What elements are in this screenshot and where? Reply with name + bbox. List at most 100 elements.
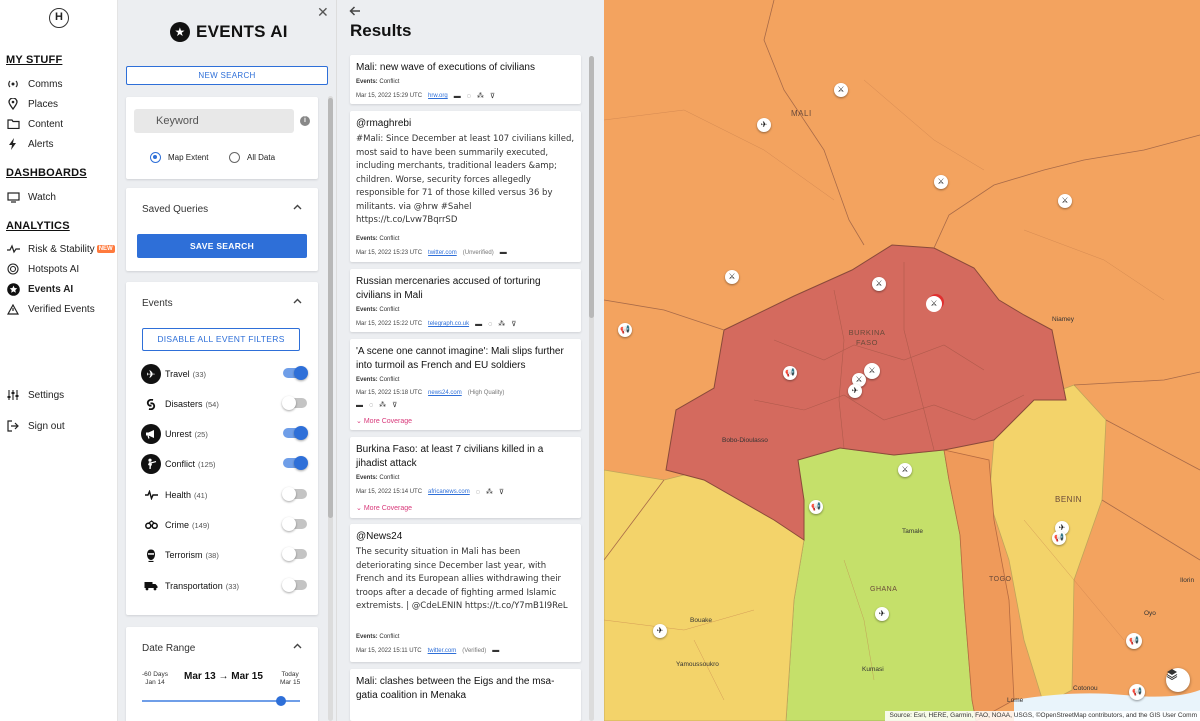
event-toggle[interactable] xyxy=(283,366,308,380)
folder-icon[interactable]: ▬ xyxy=(475,320,483,328)
folder-icon[interactable]: ▬ xyxy=(356,401,363,409)
nav-item-watch[interactable]: Watch xyxy=(6,189,56,205)
share-icon[interactable]: ⁂ xyxy=(476,93,484,100)
event-filter-conflict[interactable]: Conflict (125) xyxy=(141,453,308,475)
folder-icon[interactable]: ▬ xyxy=(499,249,507,256)
result-card[interactable]: Mali: new wave of executions of civilian… xyxy=(350,55,581,104)
result-card[interactable]: Mali: clashes between the Eigs and the m… xyxy=(350,669,581,721)
disable-all-event-filters-button[interactable]: DISABLE ALL EVENT FILTERS xyxy=(142,328,300,351)
event-toggle[interactable] xyxy=(283,456,308,470)
app-logo[interactable]: H xyxy=(49,8,69,28)
unrest-marker-icon[interactable]: 📢 xyxy=(1129,684,1145,700)
result-headline[interactable]: Mali: new wave of executions of civilian… xyxy=(356,62,535,73)
conflict-marker-icon[interactable]: ⚔ xyxy=(926,296,942,312)
event-toggle[interactable] xyxy=(282,517,307,531)
unrest-marker-icon[interactable]: 📢 xyxy=(1126,633,1142,649)
result-headline[interactable]: Mali: clashes between the Eigs and the m… xyxy=(356,676,555,701)
radio-all-data[interactable]: All Data xyxy=(229,152,275,163)
result-headline[interactable]: Russian mercenaries accused of torturing… xyxy=(356,276,541,301)
share-icon[interactable]: ⁂ xyxy=(379,402,387,409)
result-source-link[interactable]: telegraph.co.uk xyxy=(428,321,470,327)
layers-button[interactable] xyxy=(1166,668,1190,692)
result-source-link[interactable]: twitter.com xyxy=(427,647,457,654)
event-toggle[interactable] xyxy=(283,426,308,440)
save-search-button[interactable]: SAVE SEARCH xyxy=(137,234,307,258)
conflict-marker-icon[interactable]: ⚔ xyxy=(864,363,880,379)
conflict-marker-icon[interactable]: ⚔ xyxy=(1058,194,1072,208)
nav-item-hotspots[interactable]: Hotspots AI xyxy=(6,261,79,277)
comment-icon[interactable]: ◌ xyxy=(475,488,480,496)
event-filter-travel[interactable]: ✈ Travel (33) xyxy=(141,363,308,385)
map-view[interactable]: MALI BURKINA FASO BENIN TOGO GHANA Niame… xyxy=(604,0,1200,721)
comment-icon[interactable]: ◌ xyxy=(466,92,471,100)
share-icon[interactable]: ⁂ xyxy=(498,321,506,328)
folder-icon[interactable]: ▬ xyxy=(492,647,500,654)
result-card[interactable]: @rmaghrebi #Mali: Since December at leas… xyxy=(350,111,581,262)
radio-unselected-icon[interactable] xyxy=(229,152,240,163)
result-headline[interactable]: Burkina Faso: at least 7 civilians kille… xyxy=(356,444,544,469)
travel-marker-icon[interactable]: ✈ xyxy=(875,607,889,621)
conflict-marker-icon[interactable]: ⚔ xyxy=(872,277,886,291)
nav-item-comms[interactable]: Comms xyxy=(6,76,62,92)
new-search-button[interactable]: NEW SEARCH xyxy=(126,66,328,85)
event-toggle[interactable] xyxy=(282,547,307,561)
chevron-up-icon[interactable] xyxy=(293,641,302,652)
event-filter-health[interactable]: Health (41) xyxy=(141,484,307,506)
event-filter-crime[interactable]: Crime (149) xyxy=(141,514,307,536)
more-coverage-link[interactable]: ⌄ More Coverage xyxy=(356,505,413,512)
radio-selected-icon[interactable] xyxy=(150,152,161,163)
event-filter-terrorism[interactable]: Terrorism (38) xyxy=(141,544,307,566)
event-filter-transportation[interactable]: Transportation (33) xyxy=(141,575,307,597)
nav-item-risk-stability[interactable]: Risk & Stability NEW xyxy=(6,241,115,257)
results-scrollbar-thumb[interactable] xyxy=(589,56,594,318)
result-headline[interactable]: 'A scene one cannot imagine': Mali slips… xyxy=(356,346,564,371)
unrest-marker-icon[interactable]: 📢 xyxy=(618,323,632,337)
conflict-marker-icon[interactable]: ⚔ xyxy=(898,463,912,477)
more-coverage-link[interactable]: ⌄ More Coverage xyxy=(356,418,413,425)
nav-item-verified-events[interactable]: Verified Events xyxy=(6,301,95,317)
back-arrow-icon[interactable] xyxy=(349,4,361,19)
event-filter-disasters[interactable]: Disasters (54) xyxy=(141,393,307,415)
nav-item-places[interactable]: Places xyxy=(6,96,58,112)
panel-scrollbar[interactable] xyxy=(328,96,333,721)
nav-item-settings[interactable]: Settings xyxy=(6,387,64,403)
unrest-marker-icon[interactable]: 📢 xyxy=(1052,531,1066,545)
thumbs-down-icon[interactable]: ⊽ xyxy=(511,321,517,328)
date-slider-handle[interactable] xyxy=(276,696,286,706)
chevron-up-icon[interactable] xyxy=(293,202,302,213)
result-headline[interactable]: @rmaghrebi xyxy=(356,118,412,129)
chevron-up-icon[interactable] xyxy=(293,296,302,307)
radio-map-extent[interactable]: Map Extent xyxy=(150,152,208,163)
thumbs-down-icon[interactable]: ⊽ xyxy=(392,402,398,409)
event-filter-unrest[interactable]: Unrest (25) xyxy=(141,423,308,445)
info-icon[interactable]: i xyxy=(300,116,310,126)
result-card[interactable]: Russian mercenaries accused of torturing… xyxy=(350,269,581,332)
result-card[interactable]: 'A scene one cannot imagine': Mali slips… xyxy=(350,339,581,430)
thumbs-down-icon[interactable]: ⊽ xyxy=(489,93,496,100)
travel-marker-icon[interactable]: ✈ xyxy=(653,624,667,638)
nav-item-alerts[interactable]: Alerts xyxy=(6,136,54,152)
result-source-link[interactable]: twitter.com xyxy=(428,249,457,256)
result-headline[interactable]: @News24 xyxy=(356,531,403,542)
conflict-marker-icon[interactable]: ⚔ xyxy=(934,175,948,189)
travel-marker-icon[interactable]: ✈ xyxy=(757,118,771,132)
comment-icon[interactable]: ◌ xyxy=(488,320,493,328)
event-toggle[interactable] xyxy=(282,578,307,592)
share-icon[interactable]: ⁂ xyxy=(485,489,493,496)
keyword-input[interactable] xyxy=(134,109,294,133)
nav-item-events-ai[interactable]: Events AI xyxy=(6,281,73,297)
result-card[interactable]: @News24 The security situation in Mali h… xyxy=(350,524,581,662)
thumbs-down-icon[interactable]: ⊽ xyxy=(498,489,505,496)
unrest-marker-icon[interactable]: 📢 xyxy=(809,500,823,514)
conflict-marker-icon[interactable]: ⚔ xyxy=(852,373,866,387)
result-source-link[interactable]: africanews.com xyxy=(428,489,470,495)
event-toggle[interactable] xyxy=(282,487,307,501)
panel-scrollbar-thumb[interactable] xyxy=(328,98,333,518)
results-scrollbar[interactable] xyxy=(589,56,594,721)
comment-icon[interactable]: ◌ xyxy=(369,401,374,409)
travel-marker-icon[interactable]: ✈ xyxy=(848,384,862,398)
event-toggle[interactable] xyxy=(282,396,307,410)
nav-item-content[interactable]: Content xyxy=(6,116,63,132)
folder-icon[interactable]: ▬ xyxy=(453,92,461,100)
result-source-link[interactable]: hrw.org xyxy=(428,93,448,99)
